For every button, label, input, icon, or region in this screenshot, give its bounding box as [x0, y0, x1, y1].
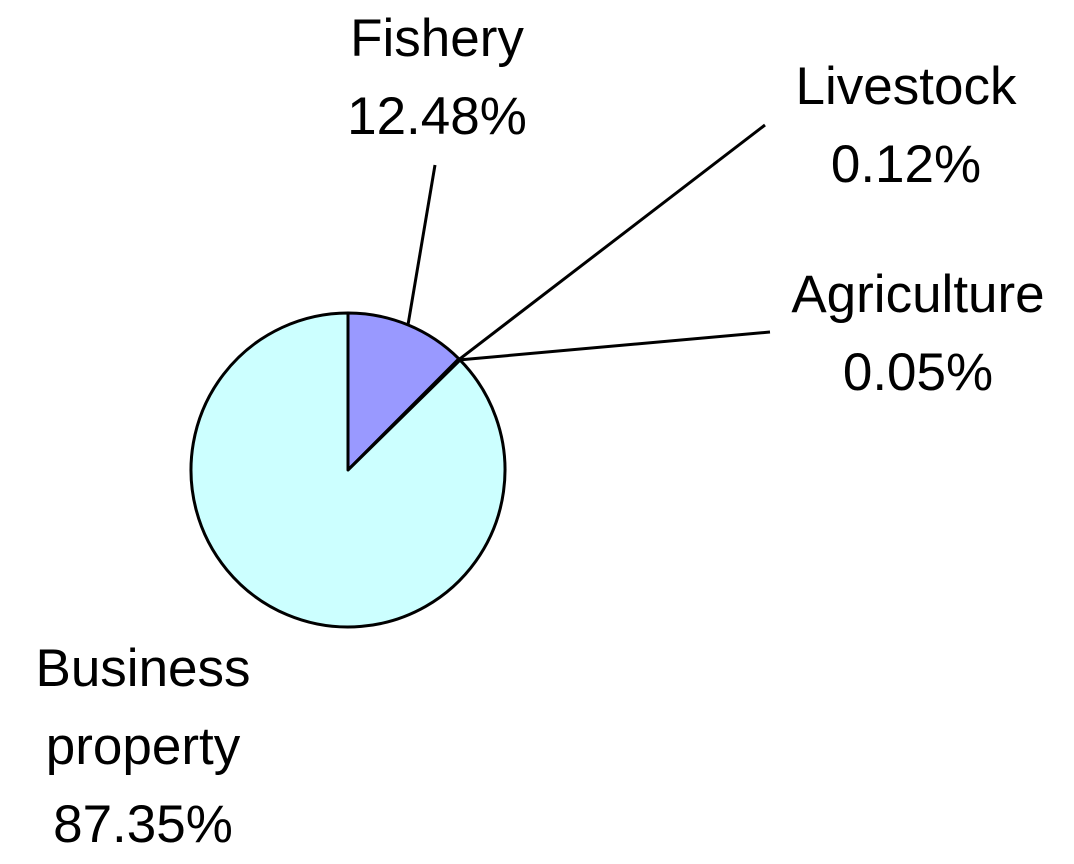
category-label: Business property: [35, 639, 251, 776]
leader-line: [458, 123, 766, 361]
value-label: 0.12%: [830, 135, 982, 194]
pie-slice: [346, 311, 461, 472]
category-label: Agriculture: [791, 265, 1045, 324]
value-label: 0.05%: [842, 343, 994, 402]
slice-label: Business property 87.35%: [0, 630, 288, 864]
value-label: 12.48%: [347, 87, 527, 146]
category-label: Fishery: [350, 9, 524, 68]
category-label: Livestock: [795, 57, 1017, 116]
slice-label: Livestock 0.12%: [746, 48, 1066, 204]
slice-label: Fishery 12.48%: [277, 0, 597, 156]
leader-line: [406, 164, 437, 326]
pie-slice: [189, 311, 507, 629]
leader-line: [459, 330, 771, 362]
slice-label: Agriculture 0.05%: [758, 256, 1074, 412]
value-label: 87.35%: [53, 795, 233, 854]
